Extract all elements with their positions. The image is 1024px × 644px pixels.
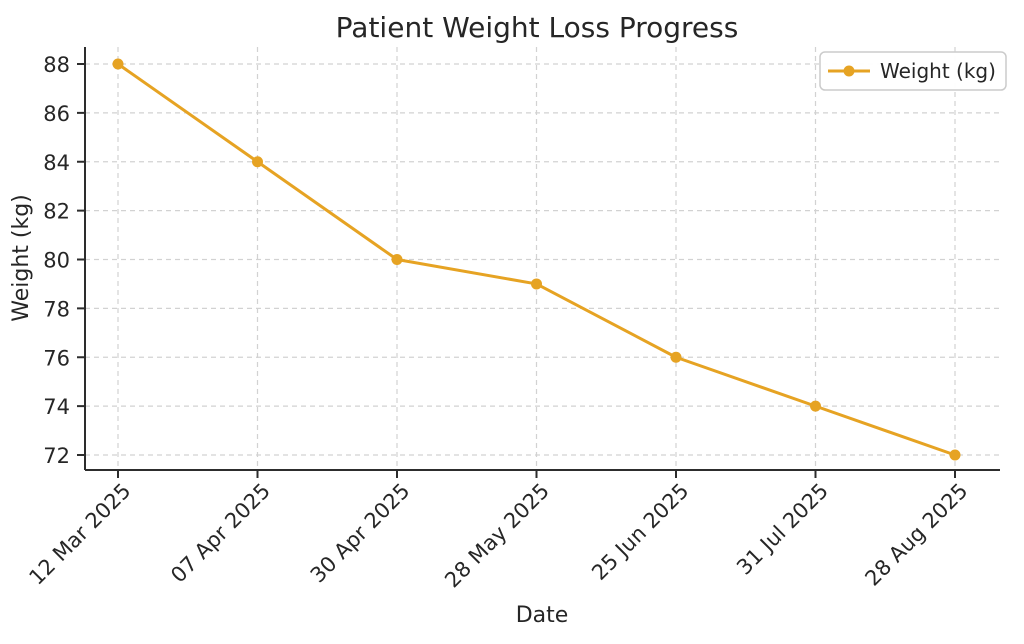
- y-tick-label: 88: [43, 53, 70, 77]
- x-tick-label: 25 Jun 2025: [587, 479, 693, 585]
- x-tick-label: 28 Aug 2025: [860, 479, 972, 591]
- chart-title: Patient Weight Loss Progress: [336, 11, 739, 44]
- plot-area: 72 74 76 78 80 82 84 86 88 12 Mar 2025 07 Apr 2025…: [24, 47, 1000, 592]
- data-point-marker: [670, 351, 682, 363]
- data-point-marker: [391, 254, 403, 265]
- y-tick-label: 74: [43, 395, 70, 419]
- y-tick-label: 76: [43, 346, 70, 370]
- data-point-marker: [112, 58, 124, 70]
- legend-label: Weight (kg): [880, 59, 996, 83]
- legend-box: [819, 51, 1007, 91]
- x-tick-label: 30 Apr 2025: [306, 479, 415, 588]
- x-tick-label: 28 May 2025: [440, 479, 554, 593]
- data-point-marker: [810, 400, 821, 412]
- legend: Weight (kg): [819, 51, 1007, 91]
- x-tick-label: 12 Mar 2025: [24, 479, 135, 590]
- data-point-marker: [531, 278, 542, 290]
- y-tick-label: 84: [43, 151, 70, 175]
- x-axis-label: Date: [516, 603, 569, 628]
- y-tick-label: 82: [43, 200, 70, 224]
- legend-marker-circle-icon: [843, 65, 855, 77]
- y-tick-label: 72: [43, 444, 70, 468]
- y-tick-label: 80: [43, 249, 70, 273]
- x-tick-label: 31 Jul 2025: [732, 479, 833, 580]
- x-tick-label: 07 Apr 2025: [166, 479, 275, 588]
- data-point-marker: [252, 156, 263, 168]
- y-tick-label: 86: [43, 102, 70, 126]
- y-tick-label: 78: [43, 297, 70, 321]
- data-point-marker: [949, 449, 961, 461]
- y-axis-label: Weight (kg): [9, 194, 34, 322]
